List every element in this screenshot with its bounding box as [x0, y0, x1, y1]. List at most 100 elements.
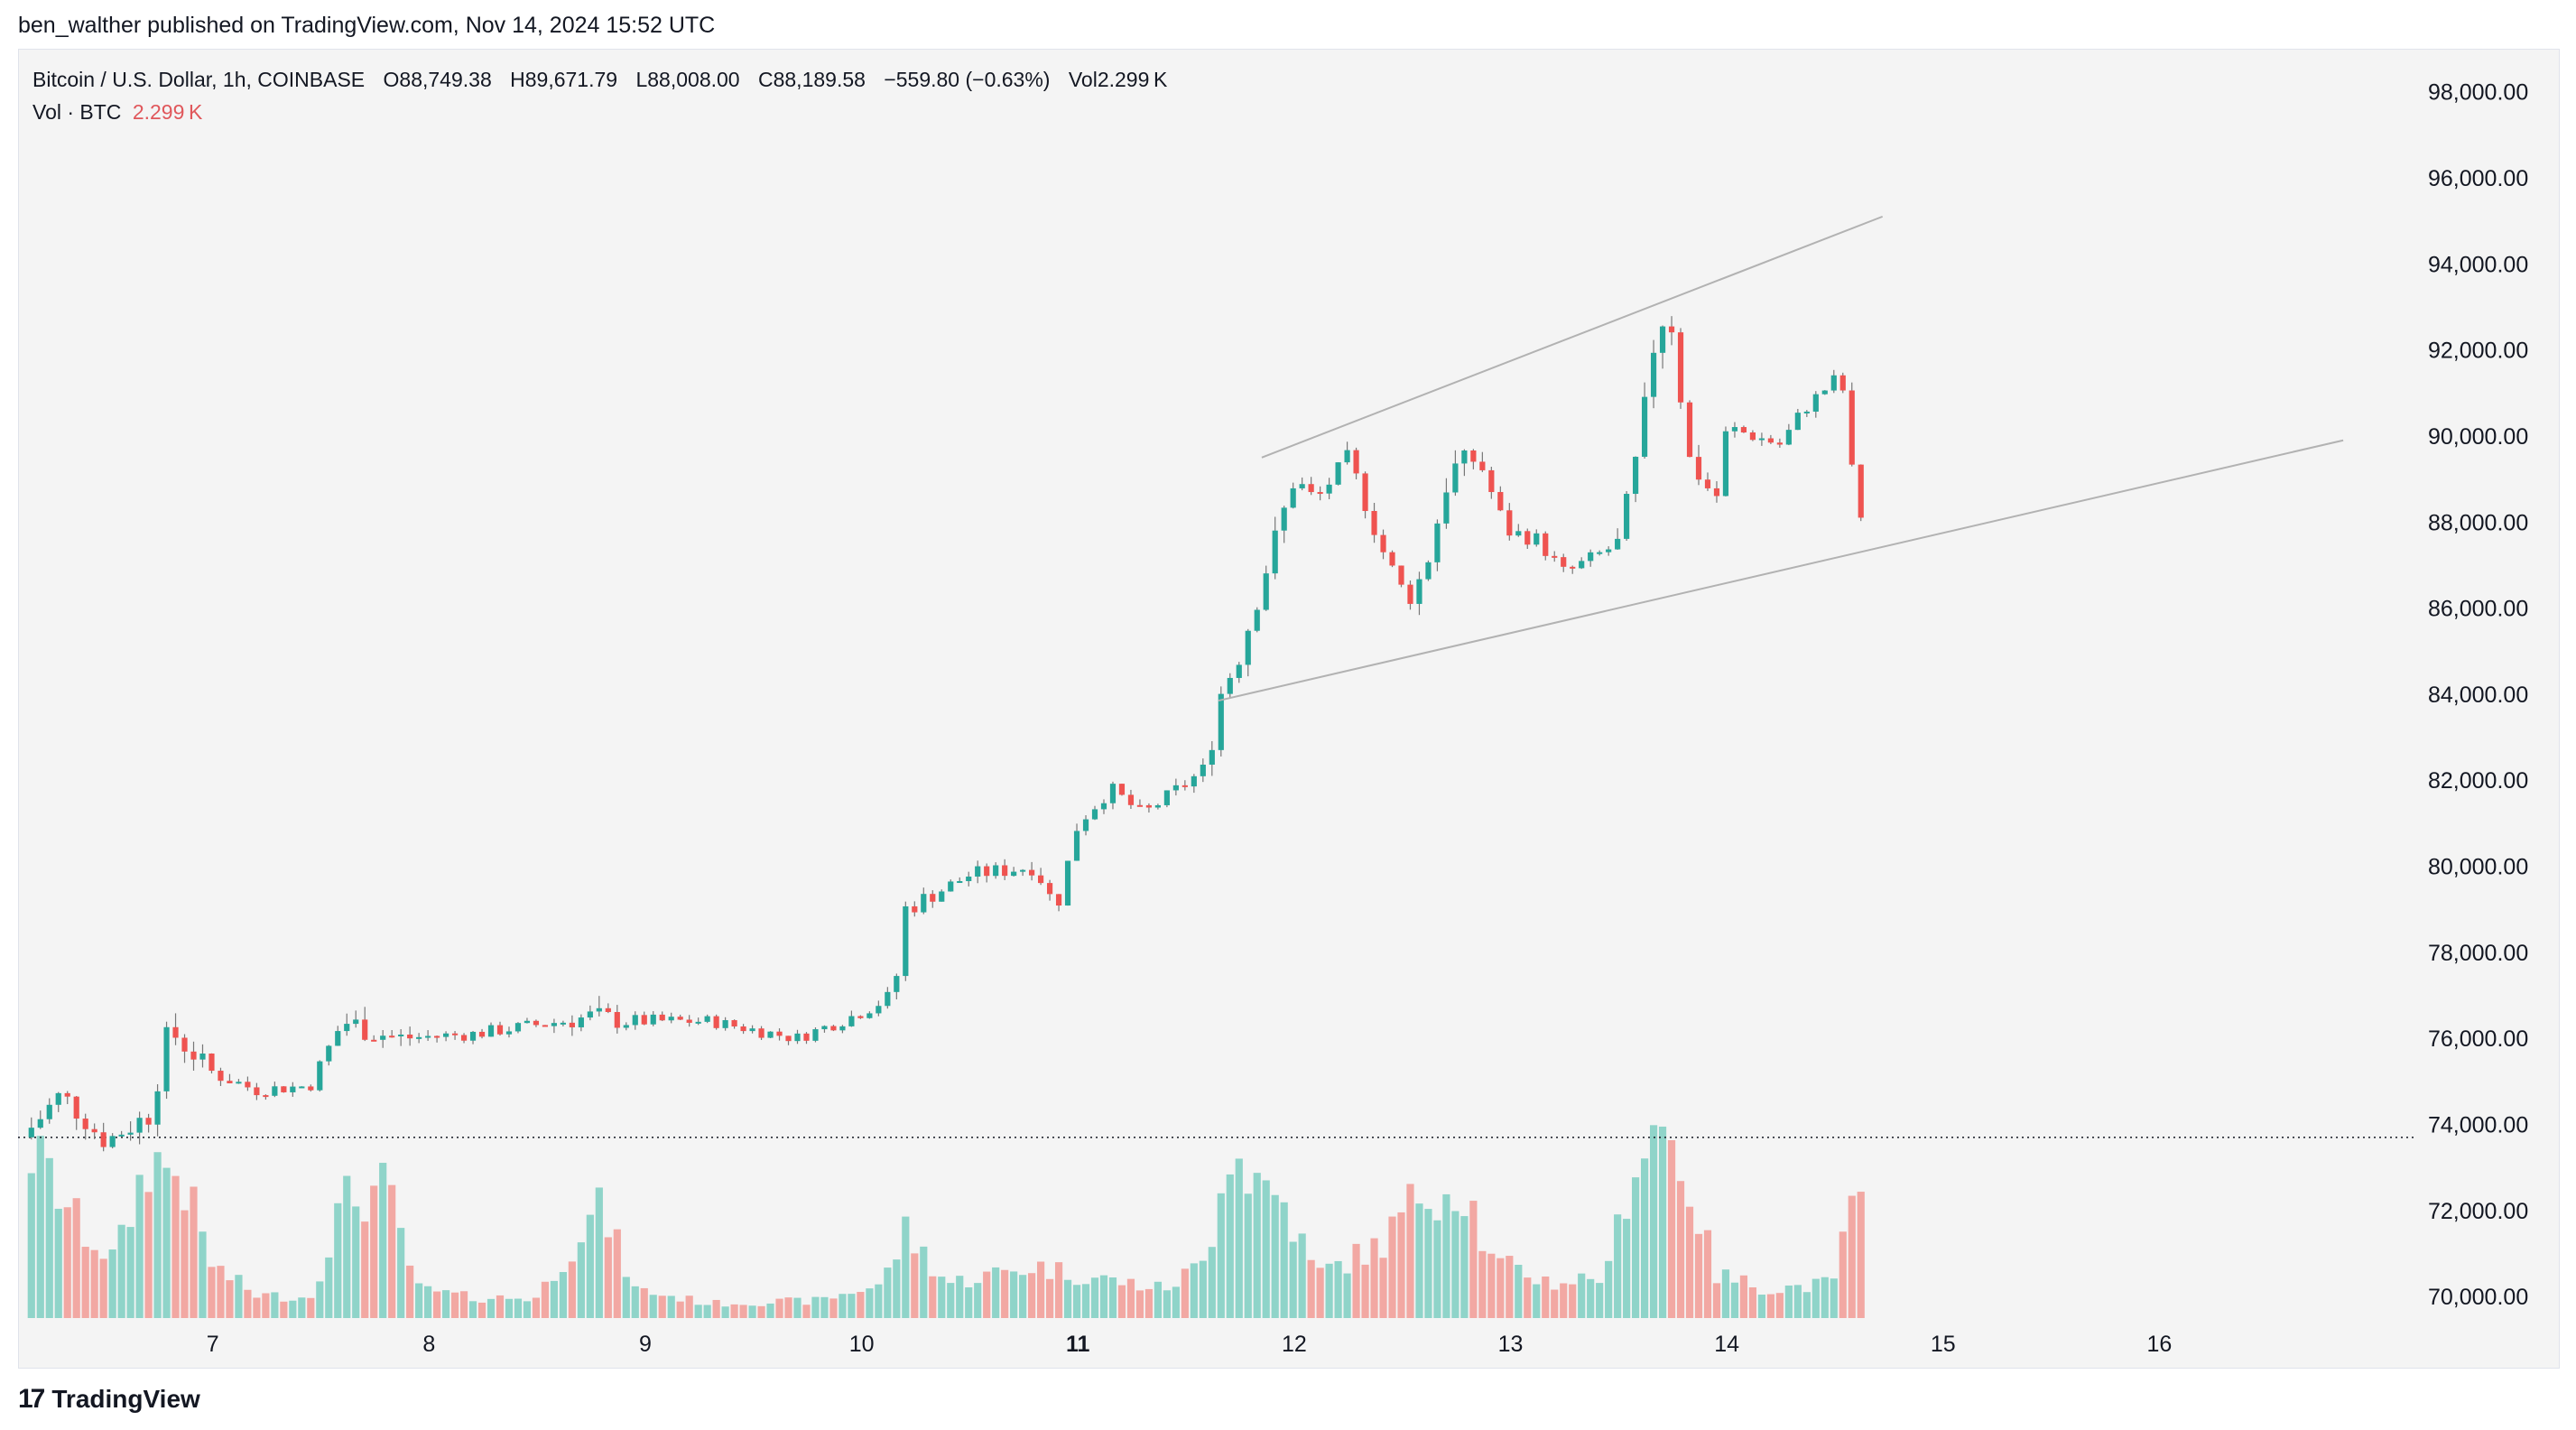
volume-bar-up [550, 1280, 559, 1318]
candle-up [199, 1054, 206, 1060]
candle-down [227, 1081, 233, 1083]
time-tick-label: 11 [1066, 1332, 1090, 1357]
volume-bar-down [406, 1265, 414, 1318]
candle-up [1830, 375, 1837, 391]
volume-bar-down [307, 1297, 315, 1318]
time-tick-label: 7 [207, 1332, 219, 1357]
candle-up [1073, 831, 1080, 861]
legend-vol-label[interactable]: Vol · BTC [32, 100, 122, 124]
volume-bar-up [947, 1283, 955, 1318]
candle-up [487, 1025, 495, 1037]
candle-up [993, 865, 999, 877]
candle-down [542, 1025, 549, 1027]
candle-up [1326, 484, 1332, 494]
volume-bar-up [766, 1303, 774, 1318]
price-tick-label: 70,000.00 [2428, 1285, 2528, 1310]
candle-down [1380, 534, 1386, 552]
volume-bar-up [559, 1272, 567, 1318]
volume-bar-up [1451, 1211, 1459, 1318]
candle-up [551, 1023, 558, 1026]
volume-bar-up [424, 1286, 432, 1318]
candle-down [73, 1096, 79, 1119]
candle-up [957, 881, 963, 884]
volume-bar-up [36, 1136, 44, 1318]
upper-channel-trendline[interactable] [1261, 215, 1884, 459]
price-tick-label: 94,000.00 [2428, 252, 2528, 277]
volume-bar-down [1370, 1238, 1378, 1318]
candle-down [1767, 438, 1774, 443]
candle-up [1209, 749, 1215, 766]
volume-bar-down [1496, 1258, 1505, 1318]
volume-bar-down [1406, 1184, 1414, 1318]
volume-bar-up [1793, 1285, 1802, 1318]
price-tick-label: 74,000.00 [2428, 1113, 2528, 1138]
volume-bar-up [1235, 1158, 1243, 1318]
candle-down [371, 1039, 377, 1042]
candle-down [1029, 869, 1035, 876]
candle-down [451, 1033, 459, 1035]
volume-bar-up [1640, 1158, 1649, 1318]
candle-up [136, 1118, 143, 1133]
time-axis[interactable]: 7 8 9 10 11 12 13 14 15 16 [207, 1332, 2173, 1357]
volume-bar-down [1397, 1212, 1405, 1318]
volume-bar-down [911, 1253, 919, 1318]
candle-down [172, 1026, 179, 1038]
volume-bar-up [1325, 1263, 1333, 1318]
volume-bar-down [1054, 1262, 1063, 1318]
volume-bar-down [477, 1302, 486, 1318]
volume-bar-down [496, 1295, 505, 1318]
candle-down [460, 1035, 468, 1041]
volume-bar-up [1271, 1194, 1279, 1318]
candle-up [1236, 664, 1242, 678]
legend-symbol[interactable]: Bitcoin / U.S. Dollar, 1h, COINBASE [32, 68, 366, 91]
legend-low: L88,008.00 [635, 68, 740, 91]
candle-up [425, 1035, 431, 1038]
volume-bar-down [1037, 1261, 1045, 1318]
volume-bar-up [415, 1283, 423, 1318]
candle-down [1317, 492, 1323, 495]
volume-bars [27, 1125, 1865, 1318]
volume-bar-up [505, 1298, 514, 1318]
candle-up [1534, 533, 1540, 545]
lower-channel-trendline[interactable] [1218, 439, 2344, 702]
candle-down [1524, 531, 1531, 545]
candle-up [903, 905, 909, 977]
candle-down [930, 894, 936, 902]
price-axis[interactable]: 98,000.00 96,000.00 94,000.00 92,000.00 90,0… [2428, 80, 2528, 1311]
trendlines[interactable] [1218, 215, 2344, 702]
volume-bar-up [1199, 1260, 1207, 1318]
candle-up [1218, 693, 1224, 750]
volume-bar-up [893, 1259, 901, 1318]
volume-bar-down [1307, 1259, 1315, 1318]
tradingview-logo[interactable]: 17 TradingView [18, 1384, 200, 1415]
candle-down [1362, 473, 1368, 512]
volume-bar-up [54, 1208, 62, 1318]
candle-down [208, 1054, 215, 1072]
candle-up [1659, 326, 1666, 353]
volume-bar-up [1217, 1193, 1225, 1318]
volume-bar-up [334, 1202, 342, 1318]
candle-down [64, 1092, 70, 1097]
volume-bar-down [1144, 1288, 1154, 1318]
candle-up [1020, 869, 1026, 872]
candle-down [785, 1035, 792, 1042]
volume-bar-up [1649, 1125, 1658, 1318]
candle-up [37, 1119, 43, 1128]
volume-bar-down [1181, 1268, 1189, 1318]
candle-up [966, 876, 972, 882]
candle-up [1785, 430, 1792, 445]
volume-bar-up [631, 1286, 639, 1318]
volume-bar-down [541, 1281, 550, 1318]
candle-down [569, 1022, 575, 1027]
candle-up [812, 1029, 819, 1041]
candle-up [1821, 390, 1828, 395]
candle-up [650, 1014, 656, 1025]
candle-up [587, 1011, 593, 1018]
candle-down [407, 1035, 413, 1039]
candle-up [695, 1021, 701, 1024]
volume-bar-up [1010, 1271, 1018, 1318]
volume-bar-down [1316, 1268, 1324, 1318]
candle-up [1281, 507, 1287, 531]
candle-up [794, 1033, 801, 1042]
